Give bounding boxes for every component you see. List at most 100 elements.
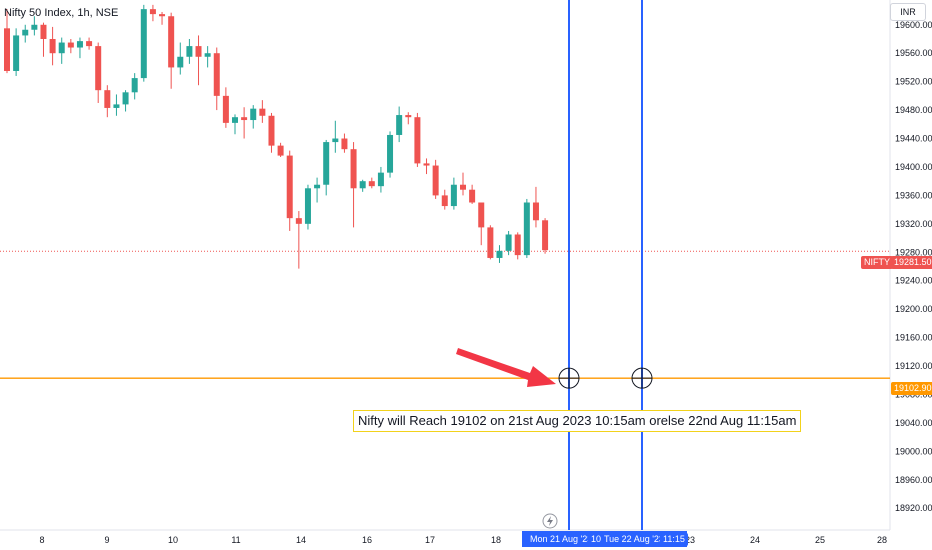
y-tick-label: 19040.00 xyxy=(895,418,932,428)
candle-body[interactable] xyxy=(204,53,211,57)
candle-body[interactable] xyxy=(304,188,311,224)
candle-body[interactable] xyxy=(286,155,293,219)
candle-body[interactable] xyxy=(131,78,138,93)
candle-body[interactable] xyxy=(423,163,430,166)
y-tick-label: 19560.00 xyxy=(895,48,932,58)
candle-body[interactable] xyxy=(542,220,549,251)
candle-body[interactable] xyxy=(277,145,284,156)
x-tick-label: 14 xyxy=(296,535,306,545)
y-tick-label: 19200.00 xyxy=(895,304,932,314)
candle-body[interactable] xyxy=(532,202,539,221)
candle-body[interactable] xyxy=(377,172,384,187)
candle-body[interactable] xyxy=(22,29,29,36)
y-tick-label: 19240.00 xyxy=(895,276,932,286)
candle-body[interactable] xyxy=(405,115,412,118)
chart-title: Nifty 50 Index, 1h, NSE xyxy=(4,7,119,19)
candle-body[interactable] xyxy=(368,181,375,187)
y-tick-label: 19000.00 xyxy=(895,446,932,456)
candle-body[interactable] xyxy=(149,9,156,15)
candle-body[interactable] xyxy=(359,181,366,189)
candle-body[interactable] xyxy=(387,134,394,173)
candle-body[interactable] xyxy=(232,117,238,123)
candle-body[interactable] xyxy=(350,149,357,189)
y-tick-label: 19440.00 xyxy=(895,134,932,144)
candle-body[interactable] xyxy=(168,16,175,68)
candle-body[interactable] xyxy=(49,38,56,54)
candle-body[interactable] xyxy=(104,90,111,108)
y-tick-label: 19400.00 xyxy=(895,162,932,172)
candle-body[interactable] xyxy=(323,142,330,185)
candle-body[interactable] xyxy=(31,24,38,30)
x-tick-label: 28 xyxy=(877,535,887,545)
y-tick-label: 19120.00 xyxy=(895,361,932,371)
candle-body[interactable] xyxy=(86,41,93,47)
y-tick-label: 19360.00 xyxy=(895,190,932,200)
currency-button[interactable]: INR xyxy=(890,3,926,21)
candle-body[interactable] xyxy=(259,108,266,116)
x-tick-label: 18 xyxy=(491,535,501,545)
candle-body[interactable] xyxy=(76,41,83,48)
candle-body[interactable] xyxy=(432,165,439,196)
candle-body[interactable] xyxy=(478,202,485,228)
candle-body[interactable] xyxy=(487,227,494,258)
time-tag-time: 11:15 xyxy=(660,533,688,546)
candle-body[interactable] xyxy=(13,35,20,71)
candle-body[interactable] xyxy=(441,195,448,207)
candle-body[interactable] xyxy=(95,46,102,91)
candle-body[interactable] xyxy=(469,189,476,203)
candle-body[interactable] xyxy=(186,46,193,57)
candle-body[interactable] xyxy=(122,92,129,105)
prediction-annotation[interactable]: Nifty will Reach 19102 on 21st Aug 2023 … xyxy=(353,410,802,432)
x-tick-label: 8 xyxy=(39,535,44,545)
y-tick-label: 19600.00 xyxy=(895,20,932,30)
y-tick-label: 18920.00 xyxy=(895,503,932,513)
x-tick-label: 17 xyxy=(425,535,435,545)
x-tick-label: 23 xyxy=(685,535,695,545)
candle-body[interactable] xyxy=(396,115,403,135)
candle-body[interactable] xyxy=(414,117,421,164)
candle-body[interactable] xyxy=(341,138,348,150)
time-tag-first: Mon 21 Aug '23 xyxy=(527,533,596,546)
candle-body[interactable] xyxy=(241,117,248,121)
candle-body[interactable] xyxy=(268,115,275,146)
candle-body[interactable] xyxy=(58,42,65,54)
candle-body[interactable] xyxy=(505,234,512,251)
x-tick-label: 16 xyxy=(362,535,372,545)
candle-body[interactable] xyxy=(195,46,202,57)
candle-body[interactable] xyxy=(140,9,147,79)
y-tick-label: 18960.00 xyxy=(895,475,932,485)
x-tick-label: 11 xyxy=(231,535,240,545)
x-tick-label: 9 xyxy=(104,535,109,545)
candle-body[interactable] xyxy=(332,138,339,143)
candle-body[interactable] xyxy=(4,28,10,71)
candle-body[interactable] xyxy=(222,95,229,123)
time-tag-second: Tue 22 Aug '23 xyxy=(601,533,667,546)
candle-body[interactable] xyxy=(213,53,220,96)
x-tick-label: 24 xyxy=(750,535,760,545)
candle-body[interactable] xyxy=(450,184,457,207)
candle-body[interactable] xyxy=(496,250,503,258)
last-price-tag: 19281.50 xyxy=(891,256,932,269)
candle-body[interactable] xyxy=(523,202,530,256)
candle-body[interactable] xyxy=(514,234,521,256)
candle-body[interactable] xyxy=(40,24,47,39)
x-tick-label: 25 xyxy=(815,535,825,545)
y-tick-label: 19520.00 xyxy=(895,77,932,87)
arrow-icon[interactable] xyxy=(456,348,556,387)
x-tick-label: 10 xyxy=(168,535,178,545)
candle-body[interactable] xyxy=(314,184,321,189)
candle-body[interactable] xyxy=(460,184,466,190)
candle-body[interactable] xyxy=(67,42,74,48)
candle-body[interactable] xyxy=(159,14,166,17)
lightning-icon-glyph xyxy=(547,516,553,526)
symbol-tag: NIFTY xyxy=(861,256,893,269)
y-tick-label: 19160.00 xyxy=(895,333,932,343)
y-tick-label: 19480.00 xyxy=(895,105,932,115)
candle-body[interactable] xyxy=(113,104,120,108)
target-price-tag: 19102.90 xyxy=(891,382,932,395)
y-tick-label: 19320.00 xyxy=(895,219,932,229)
candle-body[interactable] xyxy=(250,108,257,121)
candle-body[interactable] xyxy=(177,56,184,68)
candle-body[interactable] xyxy=(295,218,302,224)
